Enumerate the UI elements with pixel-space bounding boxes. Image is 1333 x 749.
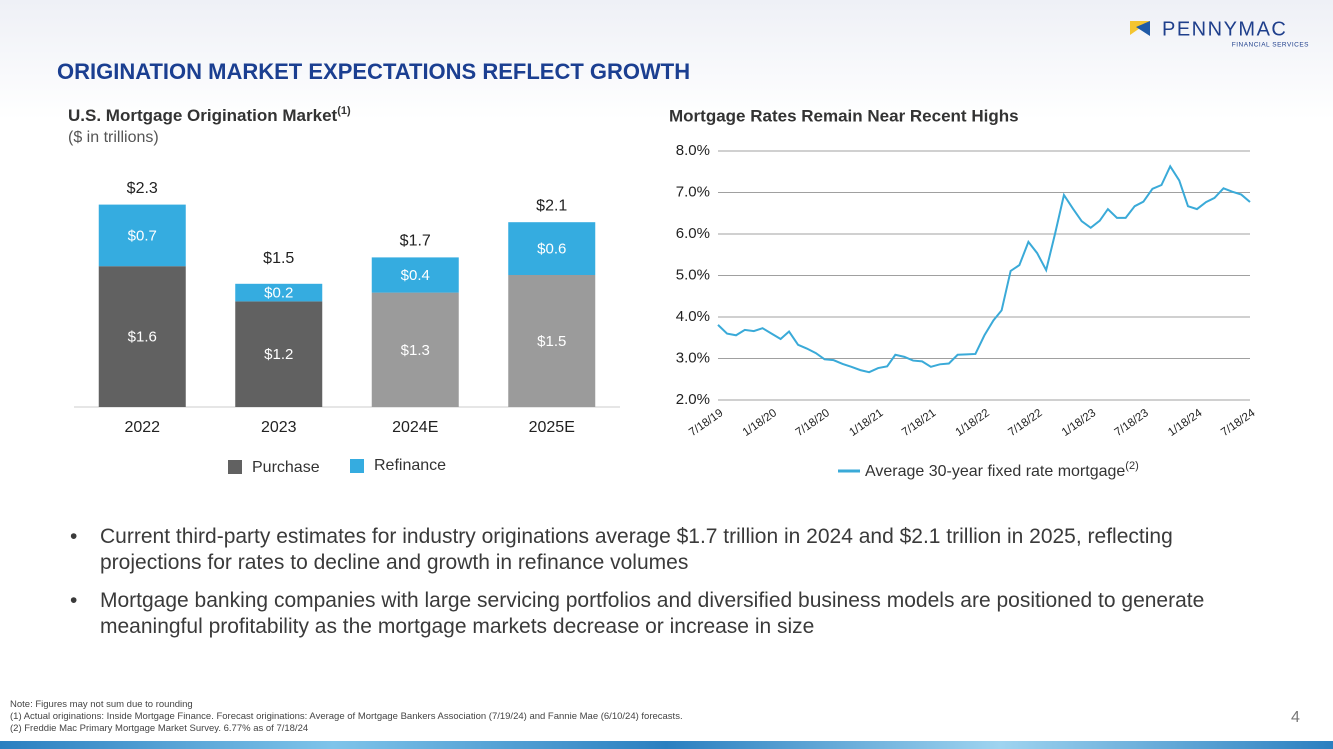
legend-label: Average 30-year fixed rate mortgage(2): [865, 460, 1139, 480]
logo: PENNYMAC FINANCIAL SERVICES: [1130, 18, 1309, 49]
x-tick-label: 1/18/20: [741, 407, 779, 439]
legend-label: Refinance: [374, 457, 446, 474]
x-tick-label: 2022: [124, 419, 160, 436]
bar-segment: [98, 204, 186, 267]
x-tick-label: 7/18/24: [1219, 407, 1258, 439]
value-label: $0.6: [537, 241, 566, 258]
bar-segment: [235, 283, 323, 302]
logo-icon: [1136, 21, 1150, 36]
footnote: (2) Freddie Mac Primary Mortgage Market …: [10, 723, 309, 734]
y-tick-label: 4.0%: [676, 308, 710, 325]
x-tick-label: 7/18/20: [794, 407, 832, 439]
x-tick-label: 7/18/21: [900, 407, 938, 439]
slide-title: ORIGINATION MARKET EXPECTATIONS REFLECT …: [57, 59, 690, 84]
x-tick-label: 2024E: [392, 419, 438, 436]
x-tick-label: 2025E: [529, 419, 575, 436]
bar-segment: [508, 275, 596, 407]
x-tick-label: 1/18/24: [1166, 407, 1205, 439]
logo-tagline: FINANCIAL SERVICES: [1232, 42, 1309, 49]
logo-text: PENNYMAC: [1162, 18, 1287, 40]
chart-subtitle: ($ in trillions): [68, 129, 159, 146]
bar-segment: [371, 257, 459, 293]
chart-title: U.S. Mortgage Origination Market(1): [68, 105, 351, 126]
bar-segment: [98, 266, 186, 407]
bar-segment: [508, 222, 596, 275]
bar-segment: [235, 301, 323, 407]
value-label: $0.4: [401, 267, 430, 284]
chart-title: Mortgage Rates Remain Near Recent Highs: [669, 106, 1019, 125]
total-label: $2.3: [127, 180, 158, 197]
x-tick-label: 7/18/19: [687, 407, 725, 439]
footnotes: Note: Figures may not sum due to roundin…: [10, 699, 683, 735]
bullet-list: Current third-party estimates for indust…: [70, 524, 1270, 652]
y-tick-label: 5.0%: [676, 266, 710, 283]
line-series: [717, 164, 1251, 374]
bar-segment: [371, 292, 459, 407]
legend-label-text: Average 30-year fixed rate mortgage: [865, 463, 1125, 480]
value-label: $0.2: [264, 285, 293, 302]
total-label: $1.5: [263, 250, 294, 267]
footer-band: [0, 741, 1333, 749]
footnote: (1) Actual originations: Inside Mortgage…: [10, 711, 683, 722]
total-label: $1.7: [400, 233, 431, 250]
value-label: $1.5: [537, 333, 566, 350]
footnote-ref: (1): [337, 105, 351, 117]
x-tick-label: 7/18/22: [1006, 407, 1044, 439]
x-tick-label: 2023: [261, 419, 297, 436]
total-label: $2.1: [536, 197, 567, 214]
x-tick-label: 1/18/21: [847, 407, 885, 439]
y-tick-label: 8.0%: [676, 142, 710, 159]
footnote: Note: Figures may not sum due to roundin…: [10, 699, 193, 710]
bullet: Current third-party estimates for indust…: [70, 524, 1270, 576]
footnote-ref: (2): [1125, 460, 1138, 472]
value-label: $0.7: [128, 227, 157, 244]
value-label: $1.6: [128, 329, 157, 346]
y-tick-label: 2.0%: [676, 391, 710, 408]
x-tick-label: 7/18/23: [1113, 407, 1151, 439]
legend-label: Purchase: [252, 459, 320, 476]
page-number: 4: [1291, 709, 1300, 726]
value-label: $1.2: [264, 346, 293, 363]
legend-swatch: [350, 459, 364, 473]
x-tick-label: 1/18/23: [1060, 407, 1098, 439]
legend-swatch: [228, 460, 242, 474]
x-tick-label: 1/18/22: [954, 407, 992, 439]
y-tick-label: 6.0%: [676, 225, 710, 242]
y-tick-label: 3.0%: [676, 349, 710, 366]
bullet: Mortgage banking companies with large se…: [70, 588, 1270, 640]
value-label: $1.3: [401, 342, 430, 359]
y-tick-label: 7.0%: [676, 183, 710, 200]
chart-title-text: U.S. Mortgage Origination Market: [68, 106, 338, 125]
